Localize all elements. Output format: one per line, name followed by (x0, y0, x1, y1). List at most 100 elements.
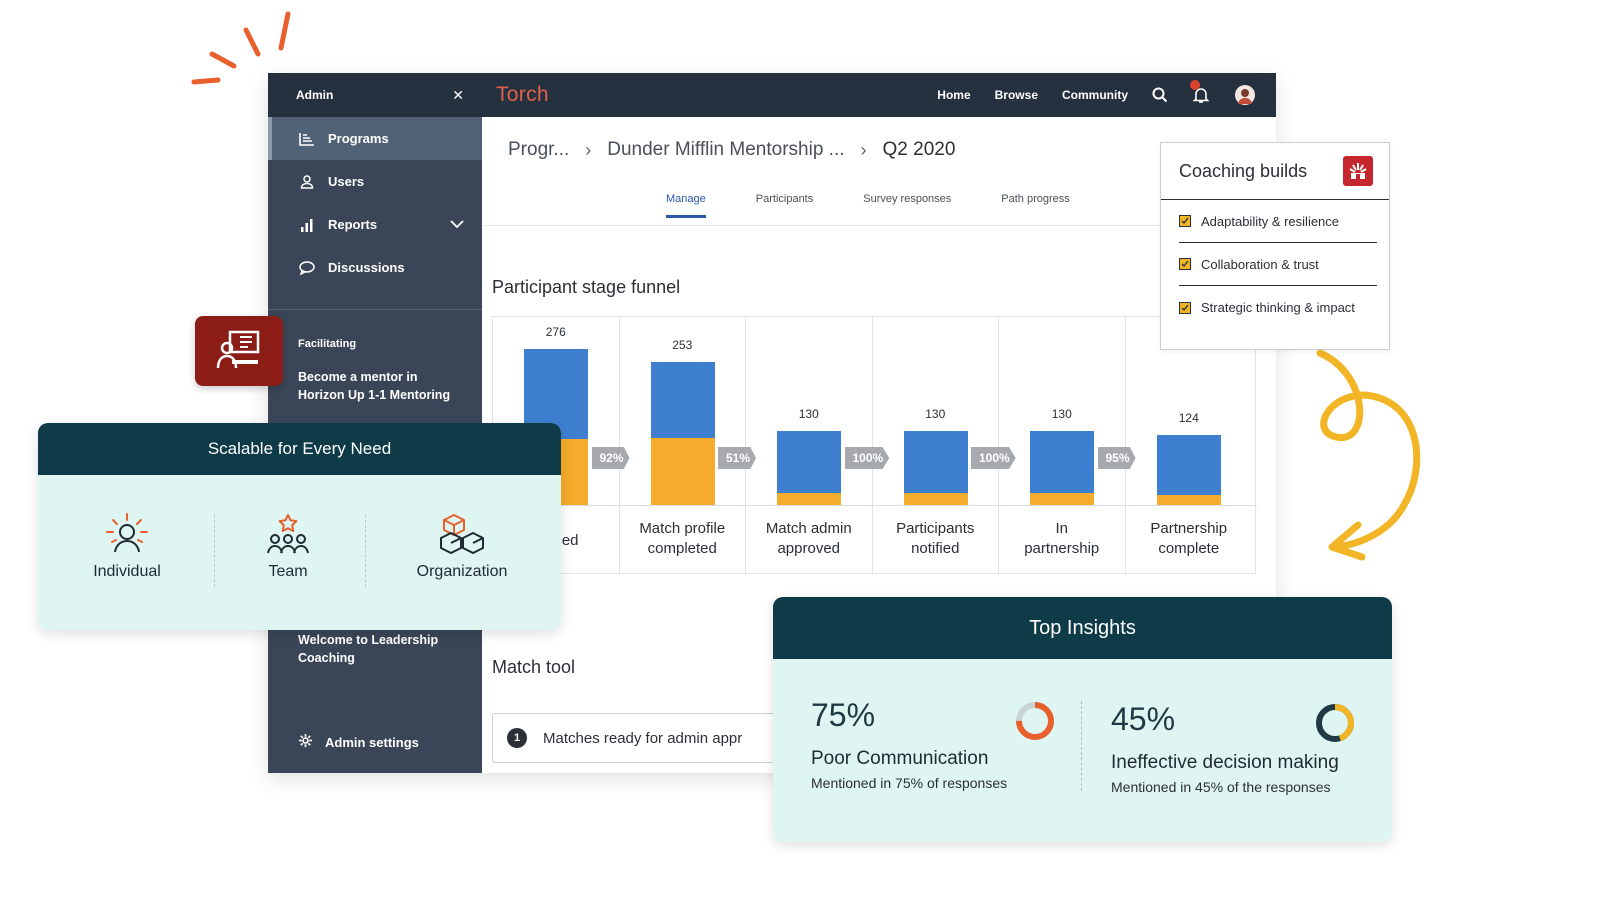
insight-percent: 45% (1111, 701, 1176, 737)
funnel-bar[interactable] (650, 361, 715, 505)
bar-chart-icon (298, 216, 316, 234)
top-nav: Home Browse Community (937, 80, 1276, 106)
nav-browse[interactable]: Browse (994, 88, 1038, 102)
match-ready-text: Matches ready for admin appr (543, 729, 743, 747)
coaching-header: Coaching builds (1161, 143, 1389, 200)
sidebar-item-label: Programs (328, 131, 389, 146)
scalable-divider (214, 515, 215, 587)
funnel-stage-label-line: Participants (896, 520, 975, 537)
notification-badge (1190, 80, 1200, 90)
funnel-chart: 276 ed 253 Match profile completed 130 Match a… (492, 316, 1257, 575)
funnel-stage-label: ed (493, 531, 619, 551)
sidebar-promo-link[interactable]: Become a mentor in Horizon Up 1-1 Mentor… (298, 370, 451, 402)
scalable-item-organization: Organization (408, 509, 516, 581)
breadcrumb-program[interactable]: Dunder Mifflin Mentorship ... (607, 139, 845, 160)
tab-manage[interactable]: Manage (666, 193, 706, 218)
scalable-item-label: Organization (416, 563, 508, 580)
match-tool-title: Match tool (492, 657, 576, 677)
funnel-column: 130 Participants notified (873, 317, 999, 575)
funnel-baseline (493, 505, 1257, 506)
funnel-bar-segment (1156, 495, 1221, 505)
funnel-column: 124 Partnership complete (1126, 317, 1253, 575)
funnel-value-label: 124 (1178, 410, 1199, 425)
coaching-item: Adaptability & resilience (1179, 200, 1377, 243)
funnel-stage-label-line: In (1055, 520, 1068, 537)
tab-participants[interactable]: Participants (755, 193, 814, 205)
funnel-stage-label-line: approved (777, 540, 841, 557)
close-icon[interactable]: ✕ (452, 86, 464, 103)
nav-home[interactable]: Home (937, 88, 971, 102)
scalable-title: Scalable for Every Need (38, 423, 561, 475)
scalable-item-individual: Individual (81, 509, 173, 581)
coaching-builds-card: Coaching builds Adaptability & resilienc… (1160, 142, 1390, 350)
funnel-bar-segment (650, 361, 715, 438)
sidebar-item-users[interactable]: Users (268, 160, 482, 203)
sidebar-welcome-link[interactable]: Welcome to Leadership Coaching (298, 633, 439, 665)
gear-icon (298, 733, 313, 751)
funnel-conversion-rate: 100% (844, 447, 890, 469)
mentor-presentation-icon (195, 316, 283, 386)
funnel-bar-segment (650, 437, 715, 505)
insight-item: 75% Poor Communication Mentioned in 75% … (811, 697, 1081, 791)
scalable-item-label: Team (268, 563, 308, 580)
scalable-item-label: Individual (93, 563, 161, 580)
coaching-item-label: Collaboration & trust (1201, 256, 1319, 272)
sidebar-item-label: Discussions (328, 260, 405, 275)
tab-path-progress[interactable]: Path progress (1001, 193, 1070, 205)
sidebar-item-discussions[interactable]: Discussions (268, 246, 482, 289)
scalable-divider (365, 515, 366, 587)
funnel-stage-label-line: partnership (1024, 540, 1100, 557)
funnel-stage-label: Match profile completed (620, 519, 746, 559)
sidebar-title: Admin (296, 88, 334, 102)
funnel-stage-label-line: Match admin (765, 520, 852, 537)
sidebar-header: Admin ✕ (268, 73, 482, 117)
tab-bar: Manage Participants Survey responses Pat… (666, 193, 1070, 218)
notification-bell-icon[interactable] (1190, 80, 1210, 104)
coaching-item: Strategic thinking & impact (1179, 286, 1377, 329)
avatar[interactable] (1234, 84, 1256, 106)
funnel-value-label: 130 (1051, 407, 1072, 422)
brand-logo[interactable]: Torch (496, 83, 549, 106)
chat-icon (298, 259, 316, 277)
insight-item: 45% Ineffective decision making Mentione… (1111, 701, 1381, 795)
breadcrumb-programs[interactable]: Progr... (508, 139, 570, 160)
chevron-down-icon[interactable] (450, 217, 464, 232)
nav-community[interactable]: Community (1062, 88, 1128, 102)
programs-icon (298, 130, 316, 148)
user-icon (298, 173, 316, 191)
funnel-conversion-rate: 51% (718, 447, 757, 469)
funnel-bar[interactable] (1156, 434, 1221, 505)
insight-name: Ineffective decision making (1111, 752, 1339, 773)
search-icon[interactable] (1152, 87, 1168, 103)
sidebar-item-label: Reports (328, 217, 378, 232)
tab-survey-responses[interactable]: Survey responses (863, 193, 952, 205)
funnel-column: 130 Match admin approved (746, 317, 873, 575)
tab-divider (482, 225, 1276, 226)
sidebar-item-programs[interactable]: Programs (268, 117, 482, 160)
funnel-stage-label-line: ed (561, 532, 579, 549)
curly-arrow-icon (1316, 349, 1421, 561)
match-step-number: 1 (507, 728, 527, 748)
funnel-stage-label-line: Match profile (639, 520, 726, 537)
scalable-item-team: Team (258, 509, 318, 581)
funnel-stage-label: Participants notified (873, 519, 999, 559)
coaching-item-label: Adaptability & resilience (1201, 213, 1340, 229)
funnel-bar[interactable] (1030, 431, 1095, 505)
breadcrumb-current: Q2 2020 (882, 139, 956, 160)
admin-settings-link[interactable]: Admin settings (298, 733, 419, 751)
sidebar-item-label: Users (328, 174, 365, 189)
funnel-bar[interactable] (903, 431, 968, 505)
cubes-icon (408, 509, 516, 559)
funnel-bar[interactable] (777, 431, 842, 505)
funnel-conversion-rate: 95% (1097, 447, 1136, 469)
insight-subtext: Mentioned in 45% of the responses (1111, 779, 1331, 795)
match-ready-item[interactable]: 1 Matches ready for admin appr (492, 713, 792, 763)
sidebar-item-reports[interactable]: Reports (268, 203, 482, 246)
funnel-value-label: 130 (925, 407, 946, 422)
funnel-value-label: 130 (798, 407, 819, 422)
funnel-conversion-rate: 92% (591, 447, 630, 469)
insight-subtext: Mentioned in 75% of responses (811, 775, 1008, 791)
breadcrumb: Progr... › Dunder Mifflin Mentorship ...… (508, 139, 955, 161)
sidebar-section-label: Facilitating (298, 338, 357, 350)
top-navbar: Torch Home Browse Community (482, 73, 1276, 117)
